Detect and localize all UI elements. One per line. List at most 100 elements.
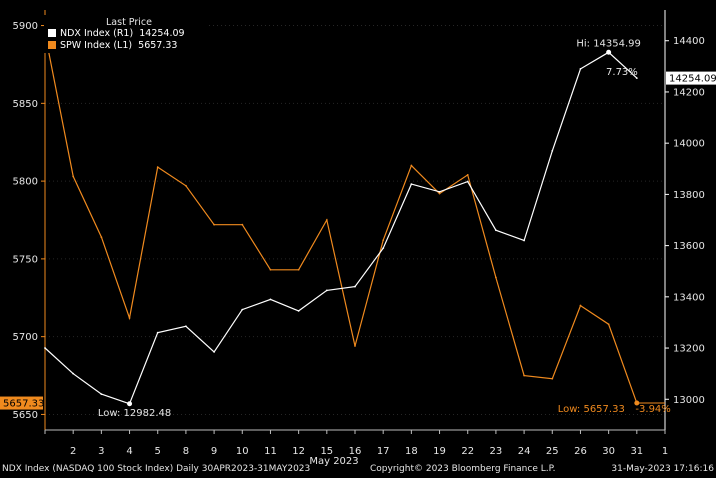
ndx-point <box>579 68 582 70</box>
x-tick-label: 24 <box>518 446 531 457</box>
left-tick-label: 5900 <box>13 21 38 32</box>
footer-security: NDX Index (NASDAQ 100 Stock Index) Daily… <box>2 464 311 474</box>
spw-point <box>325 219 328 221</box>
right-tick-label: 14400 <box>673 36 705 47</box>
x-tick-label: 2 <box>70 446 76 457</box>
ndx-change-label: 7.73% <box>606 67 638 78</box>
left-tick-label: 5700 <box>13 332 38 343</box>
legend-swatch-ndx <box>48 29 56 37</box>
ndx-point <box>297 310 300 312</box>
ndx-point <box>156 331 159 334</box>
x-tick-label: 3 <box>98 446 104 457</box>
ndx-point <box>72 372 75 375</box>
x-tick-label: 4 <box>126 446 132 457</box>
left-tick-label: 5750 <box>13 254 38 265</box>
x-tick-label: 30 <box>602 446 615 457</box>
spw-change-label: -3.94% <box>635 404 670 415</box>
ndx-point <box>354 285 356 288</box>
spw-point <box>156 166 159 169</box>
legend: Last Price NDX Index (R1) 14254.09 SPW I… <box>44 15 208 53</box>
spw-point <box>523 374 525 377</box>
spw-point <box>607 323 610 326</box>
spw-point <box>495 276 497 279</box>
left-axis-ticks: 5650 5700 5750 5800 5850 5900 <box>13 21 45 421</box>
ndx-point <box>635 77 638 79</box>
ndx-last-tag-text: 14254.09 <box>669 74 716 85</box>
spw-point <box>185 184 187 187</box>
x-axis-ticks: 2 3 4 5 8 9 10 11 12 15 16 17 18 19 22 23 24 25 26 30 31 1 <box>44 430 668 457</box>
spw-point <box>382 239 385 242</box>
x-tick-label: 10 <box>236 446 249 457</box>
spw-low-label: Low: 5657.33 <box>558 404 625 415</box>
x-tick-label: 11 <box>264 446 277 457</box>
legend-label-ndx: NDX Index (R1) <box>60 28 134 39</box>
x-axis-label: May 2023 <box>309 456 358 467</box>
ndx-line <box>44 51 638 405</box>
right-tick-label: 14200 <box>673 87 705 98</box>
spw-point <box>128 317 131 319</box>
left-tick-label: 5850 <box>13 99 38 110</box>
spw-last-tag <box>0 396 43 410</box>
spw-point <box>269 268 272 271</box>
right-tick-label: 13600 <box>673 241 705 252</box>
footer: NDX Index (NASDAQ 100 Stock Index) Daily… <box>0 464 716 478</box>
x-tick-label: 19 <box>433 446 446 457</box>
x-tick-label: 31 <box>630 446 643 457</box>
x-tick-label: 23 <box>490 446 503 457</box>
legend-value-spw: 5657.33 <box>138 40 178 51</box>
ndx-point <box>495 229 497 232</box>
spw-line <box>44 33 638 404</box>
legend-value-ndx: 14254.09 <box>139 28 185 39</box>
right-tick-label: 14000 <box>673 139 705 150</box>
x-tick-label: 26 <box>574 446 587 457</box>
x-tick-label: 5 <box>155 446 161 457</box>
right-axis-ticks: 13000 13200 13400 13600 13800 14000 14200 14400 <box>665 36 705 406</box>
chart-annotations: Hi: 14354.99 Low: 12982.48 7.73% 14254.09 Lo… <box>0 38 716 419</box>
spw-point <box>100 236 103 239</box>
footer-timestamp: 31-May-2023 17:16:16 <box>611 464 714 474</box>
right-tick-label: 13800 <box>673 190 705 201</box>
ndx-point <box>241 308 244 311</box>
x-tick-label: 1 <box>662 446 668 457</box>
right-tick-label: 13200 <box>673 344 705 355</box>
spw-point <box>213 223 215 226</box>
spw-point <box>410 164 413 167</box>
ndx-low-label: Low: 12982.48 <box>98 408 171 419</box>
ndx-point <box>185 325 187 328</box>
spw-point <box>297 268 300 271</box>
footer-copyright: Copyright© 2023 Bloomberg Finance L.P. <box>370 464 556 474</box>
spw-point <box>438 192 441 195</box>
series-spw-index <box>44 32 638 404</box>
left-tick-label: 5800 <box>13 177 38 188</box>
ndx-point <box>325 289 328 292</box>
spw-point <box>579 304 582 307</box>
ndx-last-tag <box>666 71 716 85</box>
spw-point <box>72 175 75 178</box>
ndx-low-marker <box>127 401 133 407</box>
x-tick-label: 8 <box>183 446 189 457</box>
spw-point <box>241 223 244 226</box>
right-tick-label: 13400 <box>673 292 705 303</box>
ndx-point <box>382 247 385 250</box>
legend-swatch-spw <box>48 41 56 49</box>
legend-entry-ndx: NDX Index (R1) 14254.09 <box>48 28 185 39</box>
ndx-point <box>44 347 46 349</box>
series-ndx-index <box>44 51 638 405</box>
ndx-point <box>466 180 469 183</box>
ndx-point <box>523 239 525 242</box>
legend-label-spw: SPW Index (L1) <box>60 40 133 51</box>
ndx-high-marker <box>606 49 612 55</box>
x-tick-label: 16 <box>349 446 362 457</box>
ndx-point <box>269 298 272 301</box>
ndx-point <box>438 190 441 193</box>
x-tick-label: 17 <box>377 446 390 457</box>
right-tick-label: 13000 <box>673 395 705 406</box>
x-tick-label: 9 <box>211 446 217 457</box>
x-tick-label: 22 <box>461 446 474 457</box>
grid-lines <box>45 25 665 415</box>
ndx-point <box>551 149 554 152</box>
spw-point <box>354 345 356 347</box>
x-tick-label: 15 <box>320 446 333 457</box>
ndx-point <box>100 393 103 396</box>
